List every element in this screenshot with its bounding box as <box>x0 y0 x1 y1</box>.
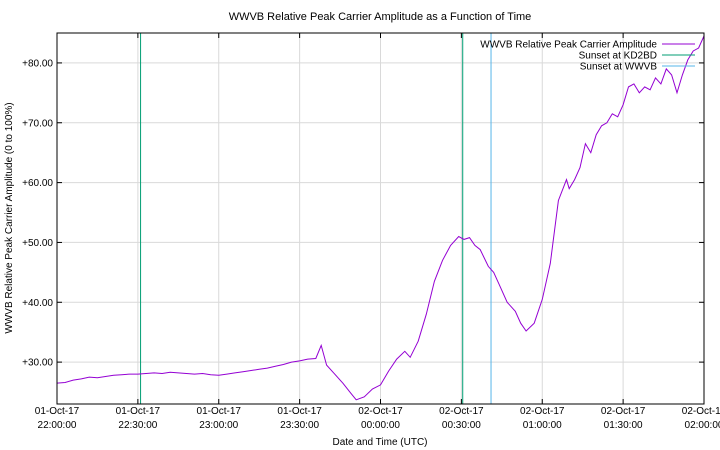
x-tick-label: 00:30:00 <box>442 420 481 431</box>
legend-label: WWVB Relative Peak Carrier Amplitude <box>480 40 657 51</box>
chart-title: WWVB Relative Peak Carrier Amplitude as … <box>229 11 532 23</box>
x-tick-label: 22:00:00 <box>38 420 77 431</box>
legend-label: Sunset at KD2BD <box>579 51 657 62</box>
x-tick-label: 23:30:00 <box>280 420 319 431</box>
x-tick-label: 02-Oct-17 <box>682 406 720 417</box>
x-tick-label: 01-Oct-17 <box>277 406 322 417</box>
y-tick-label: +40.00 <box>22 298 53 309</box>
x-tick-label: 00:00:00 <box>361 420 400 431</box>
x-axis-label: Date and Time (UTC) <box>332 437 427 448</box>
x-tick-label: 01:00:00 <box>523 420 562 431</box>
x-tick-label: 01:30:00 <box>604 420 643 431</box>
x-tick-label: 01-Oct-17 <box>197 406 242 417</box>
x-tick-label: 02:00:00 <box>685 420 720 431</box>
grid <box>57 33 704 404</box>
y-tick-label: +30.00 <box>22 358 53 369</box>
x-tick-label: 23:00:00 <box>199 420 238 431</box>
x-tick-label: 22:30:00 <box>118 420 157 431</box>
x-tick-label: 02-Oct-17 <box>601 406 646 417</box>
series <box>56 35 705 401</box>
y-tick-label: +70.00 <box>22 118 53 129</box>
sunset-lines <box>140 33 492 404</box>
y-tick-label: +50.00 <box>22 238 53 249</box>
y-tick-label: +60.00 <box>22 178 53 189</box>
x-tick-label: 02-Oct-17 <box>358 406 403 417</box>
series-line <box>56 35 705 401</box>
legend-label: Sunset at WWVB <box>580 62 658 73</box>
x-tick-label: 02-Oct-17 <box>439 406 484 417</box>
legend: WWVB Relative Peak Carrier AmplitudeSuns… <box>480 40 695 73</box>
ticks: 01-Oct-17 22:00:00 01-Oct-17 22:30:00 01-Oct… <box>22 33 720 431</box>
x-tick-label: 01-Oct-17 <box>116 406 161 417</box>
x-tick-label: 02-Oct-17 <box>520 406 565 417</box>
y-tick-label: +80.00 <box>22 58 53 69</box>
x-tick-label: 01-Oct-17 <box>35 406 80 417</box>
y-axis-label: WWVB Relative Peak Carrier Amplitude (0 … <box>4 102 15 333</box>
